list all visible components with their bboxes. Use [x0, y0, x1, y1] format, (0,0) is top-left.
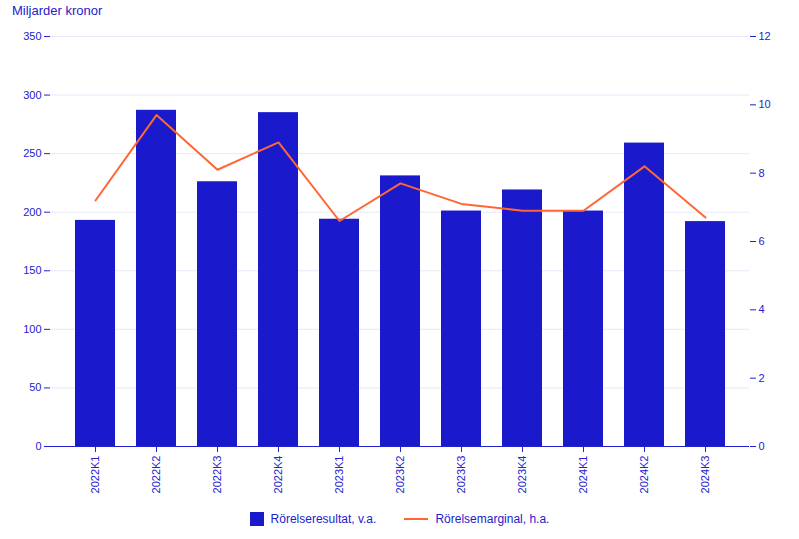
svg-text:10: 10 — [759, 98, 771, 110]
svg-text:2022K4: 2022K4 — [272, 456, 284, 494]
svg-text:2: 2 — [759, 372, 765, 384]
svg-text:200: 200 — [23, 206, 41, 218]
svg-text:6: 6 — [759, 235, 765, 247]
svg-text:2022K3: 2022K3 — [211, 456, 223, 494]
svg-text:2024K3: 2024K3 — [699, 456, 711, 494]
html-text:Miljarder kronor: Miljarder kronor — [12, 3, 103, 18]
svg-text:0: 0 — [759, 440, 765, 452]
svg-text:2023K1: 2023K1 — [333, 456, 345, 494]
svg-text:2023K4: 2023K4 — [516, 456, 528, 494]
svg-text:0: 0 — [35, 440, 41, 452]
svg-text:150: 150 — [23, 264, 41, 276]
svg-text:12: 12 — [759, 30, 771, 42]
svg-text:250: 250 — [23, 147, 41, 159]
svg-text:50: 50 — [29, 381, 41, 393]
html-text:Rörelsemarginal, h.a.: Rörelsemarginal, h.a. — [435, 512, 550, 526]
svg-text:2023K2: 2023K2 — [394, 456, 406, 494]
svg-text:2023K3: 2023K3 — [455, 456, 467, 494]
svg-text:100: 100 — [23, 323, 41, 335]
svg-text:2022K2: 2022K2 — [150, 456, 162, 494]
svg-text:300: 300 — [23, 89, 41, 101]
svg-text:4: 4 — [759, 303, 765, 315]
svg-text:350: 350 — [23, 30, 41, 42]
svg-text:2022K1: 2022K1 — [89, 456, 101, 494]
svg-text:2024K2: 2024K2 — [638, 456, 650, 494]
svg-text:2024K1: 2024K1 — [577, 456, 589, 494]
svg-text:8: 8 — [759, 167, 765, 179]
html-text:Rörelseresultat, v.a.: Rörelseresultat, v.a. — [270, 512, 377, 526]
